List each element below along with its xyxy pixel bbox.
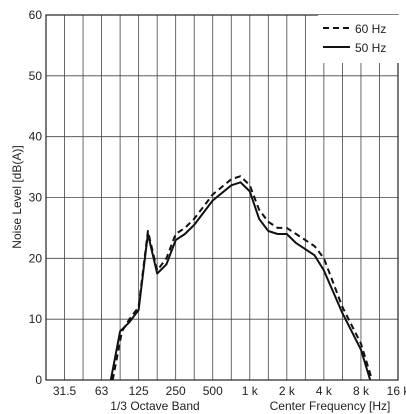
y-tick-label: 20: [29, 251, 43, 265]
x-tick-labels: 31.5 63 125 250 500 1 k 2 k 4 k 8 k 16 k: [53, 384, 406, 398]
x-tick-label: 63: [95, 384, 109, 398]
x-tick-label: 31.5: [53, 384, 77, 398]
series-layer: [109, 175, 374, 381]
x-tick-label: 125: [129, 384, 149, 398]
x-tick-label: 250: [166, 384, 186, 398]
y-tick-label: 10: [29, 312, 43, 326]
y-tick-label: 0: [35, 373, 42, 387]
legend-label-50hz: 50 Hz: [355, 41, 386, 55]
legend: 60 Hz 50 Hz: [318, 15, 400, 63]
x-tick-label: 1 k: [242, 384, 259, 398]
grid: [46, 15, 398, 380]
x-tick-label: 16 k: [387, 384, 406, 398]
x-tick-label: 500: [203, 384, 223, 398]
series-line-50hz: [109, 181, 372, 381]
series-line-60hz: [111, 175, 374, 381]
y-tick-label: 30: [29, 191, 43, 205]
legend-label-60hz: 60 Hz: [355, 22, 386, 36]
y-tick-label: 60: [29, 8, 43, 22]
legend-background: [318, 15, 400, 63]
x-axis-label-band: 1/3 Octave Band: [110, 399, 199, 413]
x-tick-label: 2 k: [279, 384, 296, 398]
y-tick-label: 40: [29, 130, 43, 144]
x-tick-label: 4 k: [316, 384, 333, 398]
plot-frame: [45, 14, 399, 381]
y-tick-labels: 0 10 20 30 40 50 60: [29, 8, 43, 387]
x-tick-label: 8 k: [353, 384, 370, 398]
y-tick-label: 50: [29, 69, 43, 83]
y-axis-label: Noise Level [dB(A)]: [10, 145, 24, 248]
x-axis-label-frequency: Center Frequency [Hz]: [270, 399, 391, 413]
